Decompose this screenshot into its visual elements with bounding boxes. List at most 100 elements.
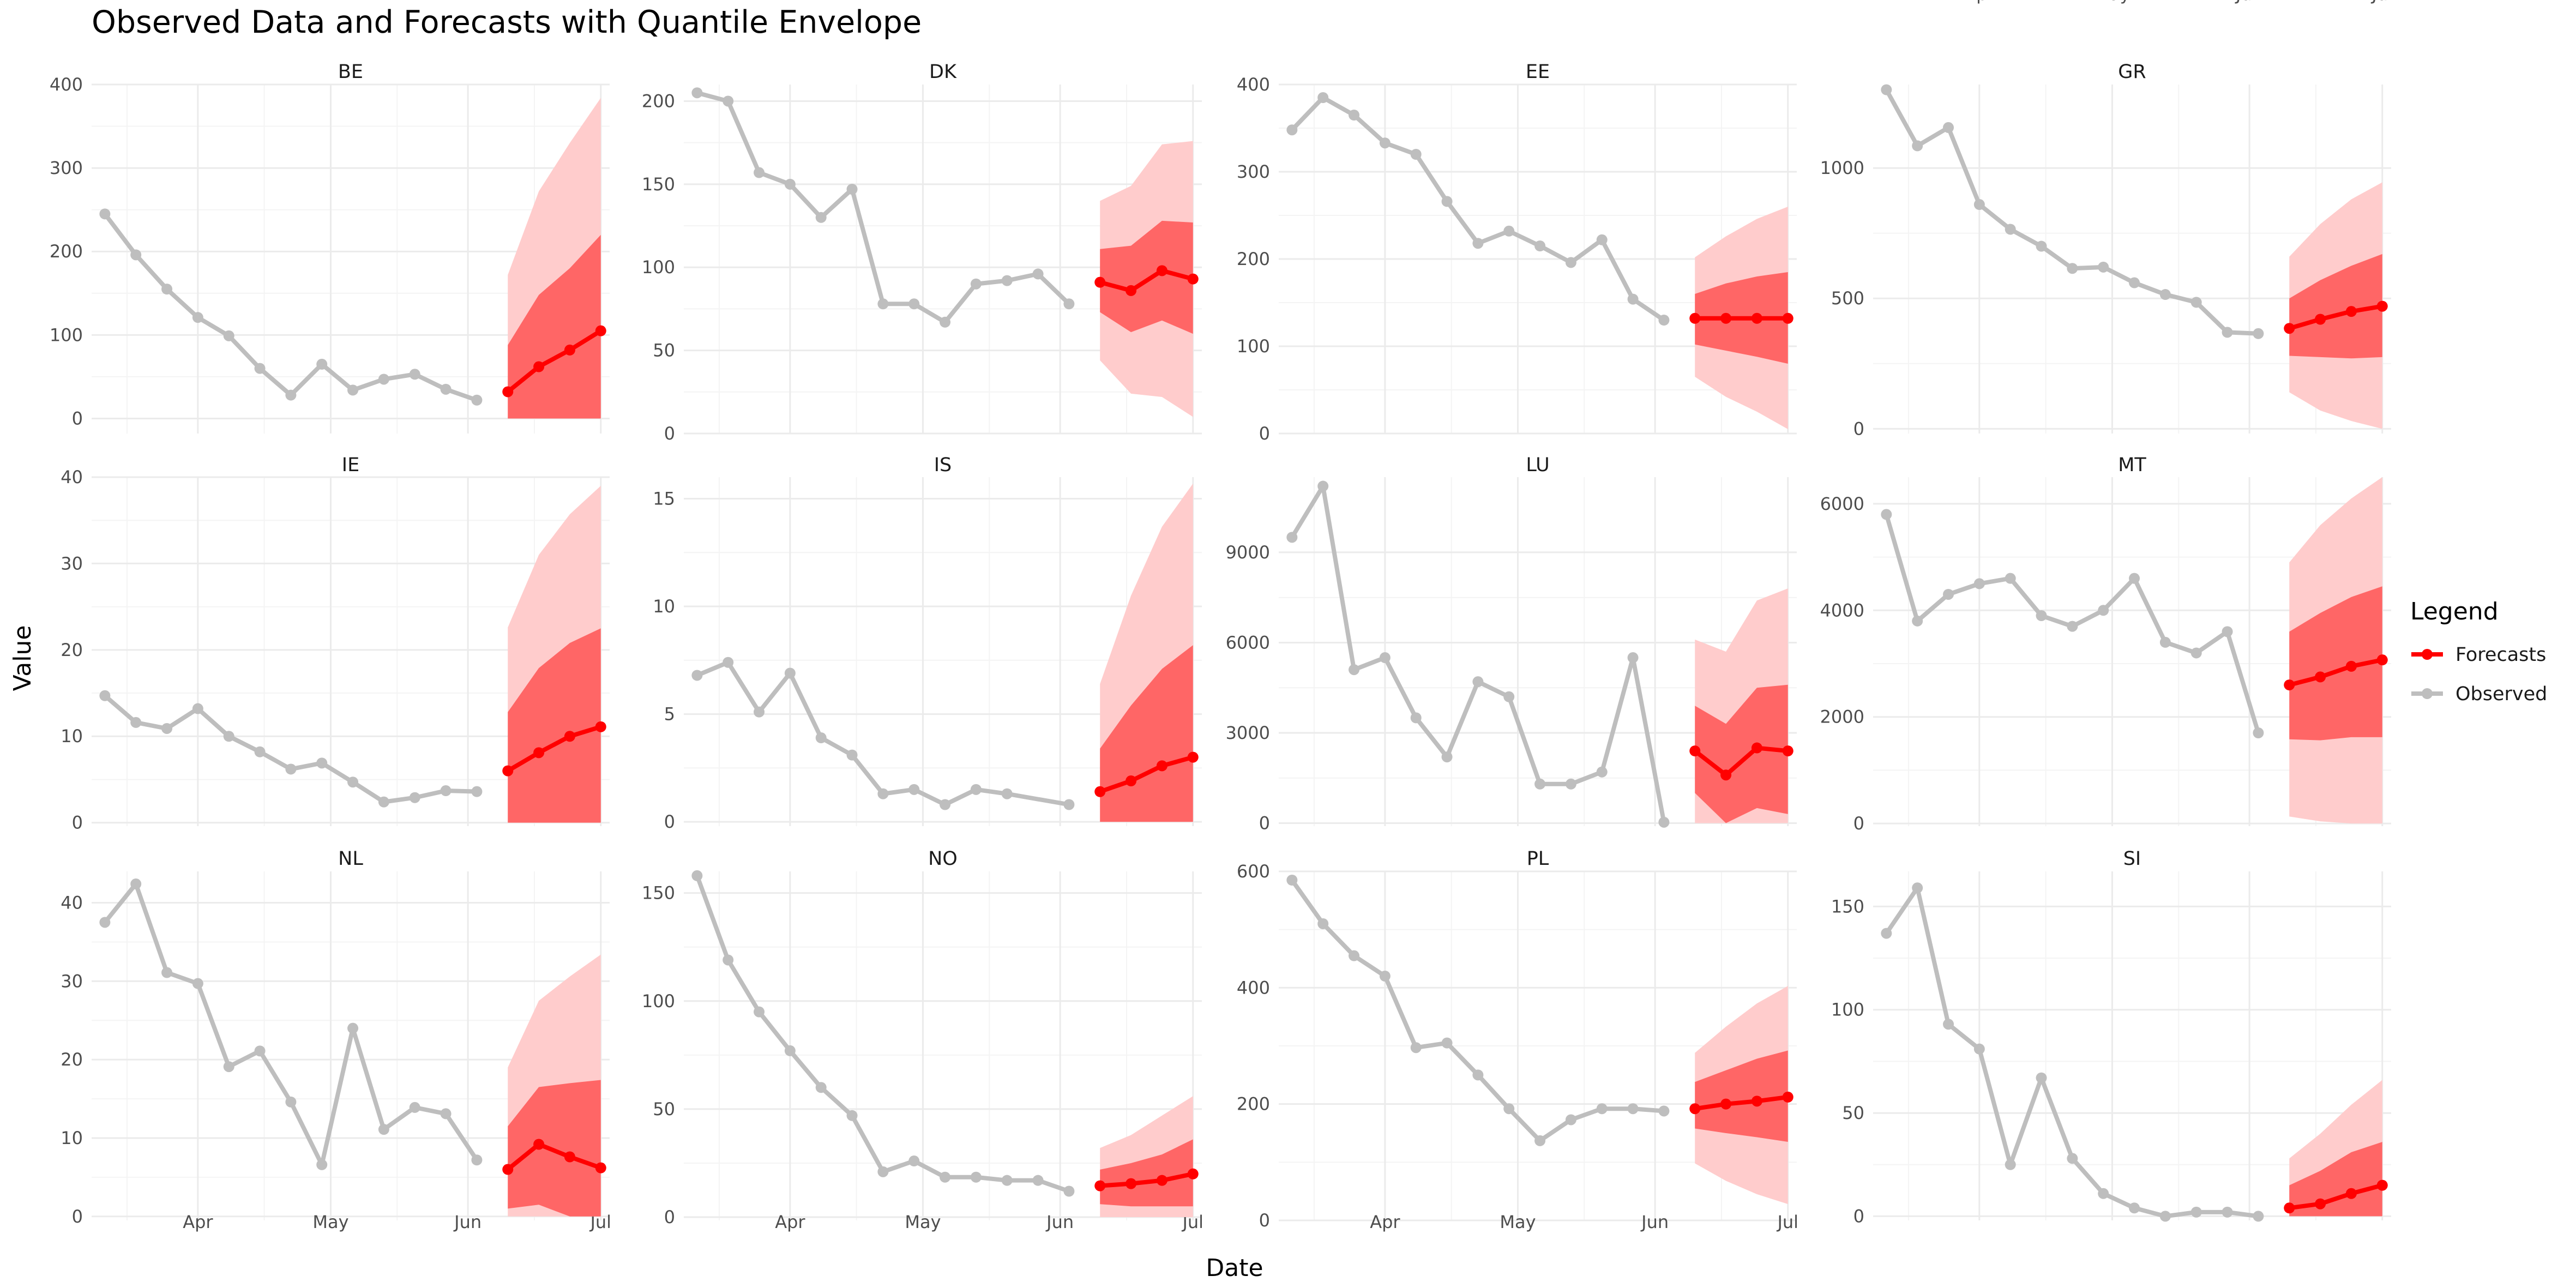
observed-point [940,316,951,328]
panel-pl: PL 0 200 400 600 Apr May Jun Jul [1237,848,1798,1232]
y-tick-label: 6000 [1820,493,1864,514]
y-tick-label: 0 [72,1206,83,1227]
y-tick-label: 0 [664,1207,675,1227]
observed-point [2190,1206,2202,1218]
observed-line [1885,886,2259,1219]
y-tick-label: 2000 [1820,707,1864,727]
observed-point [1286,532,1298,543]
observed-point [1912,615,1923,627]
y-tick-label: 300 [50,158,83,178]
legend-dot-forecasts [2422,649,2433,660]
observed-point [285,1096,297,1108]
observed-point [754,1006,765,1018]
quantile-band-inner [2289,1142,2382,1217]
observed-point [1349,664,1360,676]
y-tick-label: 1000 [1820,158,1864,178]
observed-point [1379,971,1391,982]
observed-point [161,284,173,295]
forecast-point [1094,786,1106,797]
observed-point [1001,1175,1013,1186]
observed-point [347,777,359,788]
observed-point [130,878,142,890]
forecast-point [1689,745,1701,757]
forecast-point [1720,312,1732,324]
observed-line [1290,878,1664,1143]
observed-point [223,731,234,742]
x-tick-label: May [312,1212,348,1232]
forecast-point [1187,1168,1199,1179]
observed-point [2159,636,2171,648]
observed-point [970,784,982,795]
panel-title-be: BE [338,61,363,83]
observed-point [1658,315,1670,326]
quantile-band-inner [1695,1050,1788,1142]
y-tick-label: 0 [1259,812,1270,833]
y-tick-label: 500 [1831,288,1864,309]
panel-lu: LU 0 3000 6000 9000 [1226,454,1797,833]
quantile-band-inner [508,628,601,823]
observed-point [130,249,142,261]
observed-point [2036,610,2047,622]
observed-point [1565,1114,1576,1126]
observed-point [378,796,389,808]
gridlines [1279,870,1797,1221]
forecast-point [1751,312,1762,324]
observed-point [877,1166,889,1177]
observed-point [1534,1135,1546,1146]
panel-be: BE 0 100 200 300 400 [50,61,610,434]
forecast-point [1187,273,1199,285]
forecast-point [595,721,606,732]
observed-point [192,703,203,714]
observed-line [103,694,477,804]
y-tick-label: 6000 [1226,632,1270,653]
observed-point [1317,918,1329,929]
observed-point [2129,1202,2140,1214]
forecast-point [595,1162,606,1173]
observed-point [471,786,483,797]
y-tick-label: 50 [653,340,675,361]
observed-point [1943,122,1954,133]
panel-gr: GR 0 500 1000 [1820,61,2391,439]
legend-label-observed: Observed [2455,683,2547,705]
observed-point [316,1159,328,1170]
forecast-point [502,765,514,777]
observed-point [1472,676,1484,688]
observed-point [1596,234,1608,245]
panel-ie: IE 0 10 20 30 40 [61,454,610,833]
y-tick-label: 9000 [1226,542,1270,563]
observed-point [691,87,703,99]
observed-point [1658,1105,1670,1117]
y-tick-label: 200 [642,91,675,111]
observed-point [2159,289,2171,300]
y-tick-label: 400 [50,74,83,95]
observed-point [2098,261,2109,273]
observed-point [1627,652,1639,664]
y-tick-label: 50 [653,1099,675,1120]
observed-point [2253,1211,2264,1222]
observed-point [1881,509,1892,520]
observed-point [1912,882,1923,894]
observed-point [285,389,297,401]
x-tick-label: Jun [1640,1212,1669,1232]
observed-point [1973,578,1985,589]
observed-point [1565,778,1576,790]
observed-line [103,212,478,402]
observed-point [2222,327,2233,338]
forecast-point [2284,1202,2295,1214]
quantile-band-inner [2289,586,2382,741]
observed-point [1063,799,1075,810]
observed-point [1503,691,1515,702]
observed-point [409,369,420,380]
observed-point [161,723,173,734]
quantile-band-inner [1100,1139,1193,1207]
quantile-band-inner [1695,684,1788,823]
observed-point [2222,626,2233,637]
forecast-point [564,344,575,356]
observed-point [1349,110,1360,121]
panel-title-gr: GR [2118,61,2146,83]
y-tick-label: 400 [1237,74,1270,95]
observed-point [908,784,920,795]
x-tick-label: Jul [1776,1212,1798,1232]
